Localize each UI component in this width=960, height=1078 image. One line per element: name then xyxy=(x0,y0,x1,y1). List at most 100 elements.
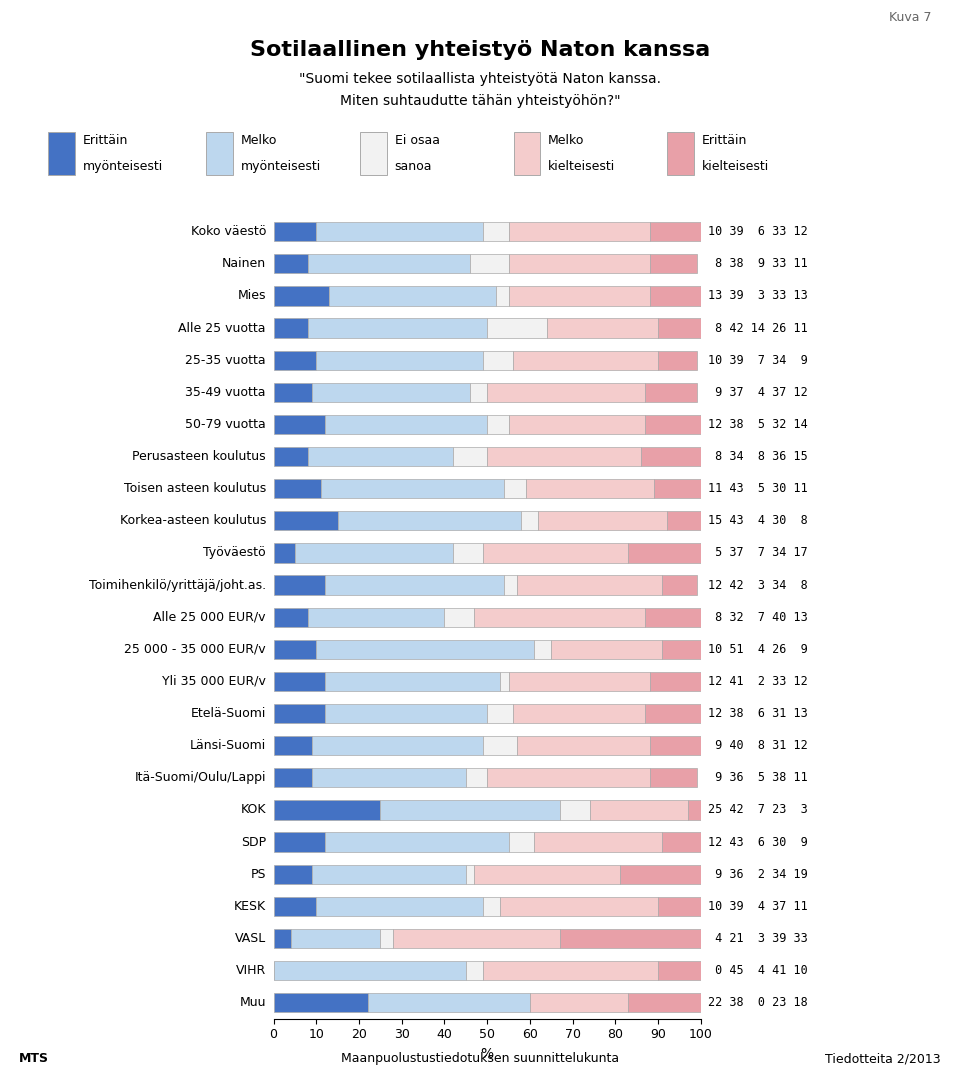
Bar xyxy=(274,511,338,530)
Text: 12 38  6 31 13: 12 38 6 31 13 xyxy=(708,707,808,720)
Text: Mies: Mies xyxy=(237,289,266,303)
Bar xyxy=(324,576,504,595)
Bar xyxy=(517,736,650,756)
Bar xyxy=(650,736,701,756)
Text: Yli 35 000 EUR/v: Yli 35 000 EUR/v xyxy=(162,675,266,688)
Bar xyxy=(274,769,312,787)
Bar xyxy=(658,960,701,980)
Bar xyxy=(487,318,547,337)
Bar xyxy=(274,318,308,337)
Text: 12 42  3 34  8: 12 42 3 34 8 xyxy=(708,579,808,592)
Bar xyxy=(274,929,291,948)
Bar xyxy=(521,511,539,530)
Text: myönteisesti: myönteisesti xyxy=(83,160,163,172)
Text: Erittäin: Erittäin xyxy=(702,134,747,147)
Bar xyxy=(470,254,509,274)
Bar xyxy=(504,479,526,498)
Text: Alle 25 000 EUR/v: Alle 25 000 EUR/v xyxy=(154,610,266,624)
Text: Toimihenkilö/yrittäjä/joht.as.: Toimihenkilö/yrittäjä/joht.as. xyxy=(88,579,266,592)
Text: sanoa: sanoa xyxy=(395,160,432,172)
Bar xyxy=(526,479,654,498)
Bar xyxy=(316,222,483,241)
Bar xyxy=(274,832,324,852)
Bar xyxy=(658,318,705,337)
Text: VASL: VASL xyxy=(234,931,266,945)
Bar xyxy=(517,576,662,595)
Text: Länsi-Suomi: Länsi-Suomi xyxy=(190,740,266,752)
Bar xyxy=(394,929,560,948)
Text: 9 36  2 34 19: 9 36 2 34 19 xyxy=(708,868,808,881)
Bar xyxy=(291,929,380,948)
Bar xyxy=(274,672,324,691)
Text: Toisen asteen koulutus: Toisen asteen koulutus xyxy=(124,482,266,495)
Text: Melko: Melko xyxy=(548,134,585,147)
Bar xyxy=(487,415,509,434)
Bar xyxy=(466,865,474,884)
Bar xyxy=(308,447,453,466)
Bar xyxy=(483,960,659,980)
Text: VIHR: VIHR xyxy=(235,964,266,977)
Text: 35-49 vuotta: 35-49 vuotta xyxy=(185,386,266,399)
Bar xyxy=(274,704,324,723)
Bar xyxy=(274,576,324,595)
Bar xyxy=(509,287,650,305)
Text: Ei osaa: Ei osaa xyxy=(395,134,440,147)
Text: 10 39  6 33 12: 10 39 6 33 12 xyxy=(708,225,808,238)
Text: 10 39  7 34  9: 10 39 7 34 9 xyxy=(708,354,808,367)
Bar xyxy=(308,254,470,274)
Bar xyxy=(534,832,662,852)
Text: 25-35 vuotta: 25-35 vuotta xyxy=(185,354,266,367)
Text: Muu: Muu xyxy=(239,996,266,1009)
Bar xyxy=(324,415,487,434)
Bar xyxy=(645,608,701,626)
Bar xyxy=(645,415,705,434)
Bar xyxy=(513,350,659,370)
Text: 8 38  9 33 11: 8 38 9 33 11 xyxy=(708,258,808,271)
Bar xyxy=(466,960,483,980)
Bar xyxy=(509,254,650,274)
Text: 22 38  0 23 18: 22 38 0 23 18 xyxy=(708,996,808,1009)
Text: KOK: KOK xyxy=(240,803,266,816)
Text: Miten suhtaudutte tähän yhteistyöhön?": Miten suhtaudutte tähän yhteistyöhön?" xyxy=(340,94,620,108)
Bar xyxy=(509,415,645,434)
Bar xyxy=(274,736,312,756)
Text: kielteisesti: kielteisesti xyxy=(548,160,615,172)
Bar xyxy=(495,287,509,305)
Bar xyxy=(316,897,483,916)
Text: Itä-Suomi/Oulu/Lappi: Itä-Suomi/Oulu/Lappi xyxy=(134,771,266,785)
Bar xyxy=(483,350,513,370)
Bar xyxy=(650,769,697,787)
Bar xyxy=(274,800,380,819)
Text: 12 38  5 32 14: 12 38 5 32 14 xyxy=(708,418,808,431)
Bar xyxy=(444,608,474,626)
Bar xyxy=(487,704,513,723)
Bar xyxy=(274,479,321,498)
Bar xyxy=(560,800,589,819)
Bar xyxy=(658,897,705,916)
Text: Nainen: Nainen xyxy=(222,258,266,271)
Bar xyxy=(316,639,534,659)
Bar xyxy=(504,576,517,595)
Bar xyxy=(453,543,483,563)
Bar xyxy=(466,769,487,787)
Text: 0 45  4 41 10: 0 45 4 41 10 xyxy=(708,964,808,977)
Text: 10 51  4 26  9: 10 51 4 26 9 xyxy=(708,642,808,655)
Bar xyxy=(312,736,483,756)
Bar xyxy=(295,543,453,563)
Bar xyxy=(274,865,312,884)
Text: Työväestö: Työväestö xyxy=(204,547,266,559)
Text: 11 43  5 30 11: 11 43 5 30 11 xyxy=(708,482,808,495)
Text: Melko: Melko xyxy=(241,134,277,147)
Text: Tiedotteita 2/2013: Tiedotteita 2/2013 xyxy=(826,1052,941,1065)
Bar xyxy=(474,608,645,626)
Text: 12 43  6 30  9: 12 43 6 30 9 xyxy=(708,835,808,848)
Bar xyxy=(650,254,697,274)
Text: kielteisesti: kielteisesti xyxy=(702,160,769,172)
Bar xyxy=(662,832,701,852)
Bar xyxy=(483,736,517,756)
Text: 8 34  8 36 15: 8 34 8 36 15 xyxy=(708,450,808,464)
Bar xyxy=(274,608,308,626)
Bar xyxy=(312,383,470,402)
Bar xyxy=(551,639,662,659)
Bar xyxy=(628,993,705,1012)
